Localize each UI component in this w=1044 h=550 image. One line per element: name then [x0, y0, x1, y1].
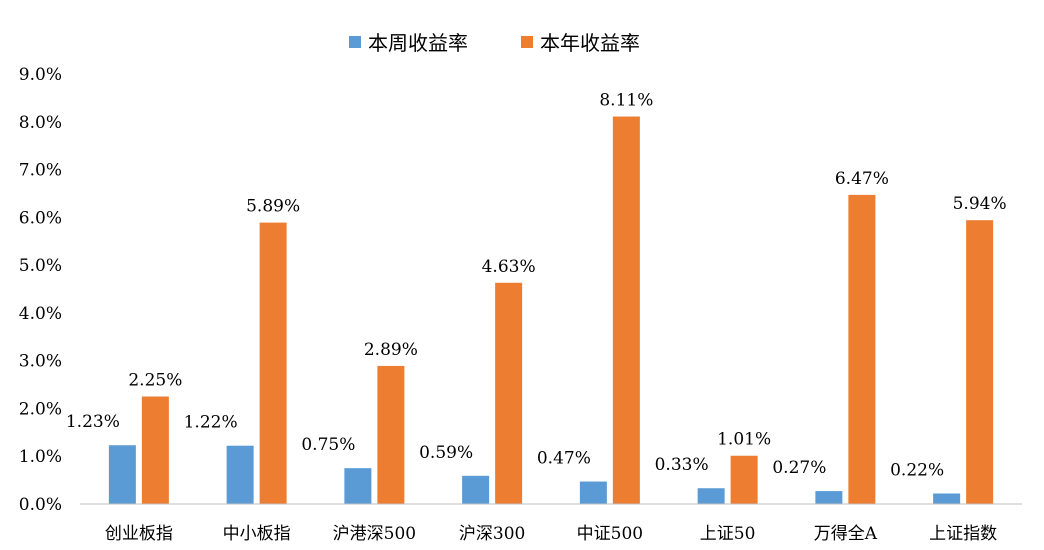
y-tick-label: 0.0%: [19, 495, 62, 515]
bar-weekly-return: [462, 475, 490, 504]
y-tick-label: 2.0%: [19, 399, 62, 419]
x-tick-label: 沪深300: [459, 524, 525, 544]
x-tick-label: 上证50: [700, 524, 756, 544]
data-label-ytd: 4.63%: [482, 257, 536, 277]
y-tick-label: 7.0%: [19, 161, 62, 181]
x-tick-label: 中证500: [577, 524, 643, 544]
y-axis: 0.0% 1.0% 2.0% 3.0% 4.0% 5.0% 6.0% 7.0% 8.0% 9.0%: [19, 65, 62, 515]
data-label-ytd: 5.94%: [953, 194, 1007, 214]
legend-swatch-ytd: [521, 36, 533, 48]
bar-ytd-return: [495, 282, 523, 504]
data-label-ytd: 2.89%: [364, 340, 418, 360]
bar-ytd-return: [612, 116, 640, 505]
y-tick-label: 4.0%: [19, 304, 62, 324]
x-tick-label: 创业板指: [105, 524, 173, 544]
bar-weekly-return: [697, 488, 725, 504]
x-tick-label: 沪港深500: [333, 524, 416, 544]
data-label-ytd: 8.11%: [599, 91, 653, 111]
x-tick-label: 上证指数: [929, 524, 997, 544]
data-labels: 1.23% 2.25% 1.22% 5.89% 0.75% 2.89% 0.59% 4.63%…: [66, 91, 1007, 481]
bar-weekly-return: [226, 445, 254, 504]
data-label-weekly: 0.47%: [537, 449, 591, 469]
y-tick-label: 5.0%: [19, 256, 62, 276]
bar-weekly-return: [933, 493, 961, 504]
legend-label-weekly: 本周收益率: [368, 31, 468, 55]
data-label-weekly: 0.33%: [655, 455, 709, 475]
legend-swatch-weekly: [349, 36, 361, 48]
y-tick-label: 8.0%: [19, 113, 62, 133]
bar-ytd-return: [848, 194, 876, 504]
data-label-ytd: 6.47%: [835, 169, 889, 189]
x-tick-label: 中小板指: [223, 524, 291, 544]
bar-weekly-return: [579, 481, 607, 504]
bars: [108, 116, 994, 505]
bar-ytd-return: [730, 455, 758, 504]
data-label-ytd: 1.01%: [717, 430, 771, 450]
data-label-weekly: 0.22%: [890, 460, 944, 480]
y-tick-label: 1.0%: [19, 447, 62, 467]
data-label-weekly: 0.75%: [301, 435, 355, 455]
y-tick-label: 3.0%: [19, 352, 62, 372]
bar-weekly-return: [108, 445, 136, 504]
bar-weekly-return: [815, 491, 843, 504]
legend: 本周收益率 本年收益率: [349, 31, 640, 55]
x-axis: 创业板指 中小板指 沪港深500 沪深300 中证500 上证50 万得全A 上证指数: [105, 524, 997, 544]
data-label-ytd: 2.25%: [128, 371, 182, 391]
y-tick-label: 6.0%: [19, 208, 62, 228]
data-label-ytd: 5.89%: [246, 197, 300, 217]
bar-weekly-return: [344, 468, 372, 504]
data-label-weekly: 1.23%: [66, 412, 120, 432]
data-label-weekly: 1.22%: [184, 413, 238, 433]
y-tick-label: 9.0%: [19, 65, 62, 85]
bar-ytd-return: [377, 365, 405, 504]
bar-ytd-return: [259, 222, 287, 505]
data-label-weekly: 0.59%: [419, 443, 473, 463]
bar-ytd-return: [966, 220, 994, 504]
x-tick-label: 万得全A: [814, 524, 878, 544]
data-label-weekly: 0.27%: [772, 458, 826, 478]
bar-ytd-return: [141, 396, 169, 504]
legend-label-ytd: 本年收益率: [540, 31, 640, 55]
